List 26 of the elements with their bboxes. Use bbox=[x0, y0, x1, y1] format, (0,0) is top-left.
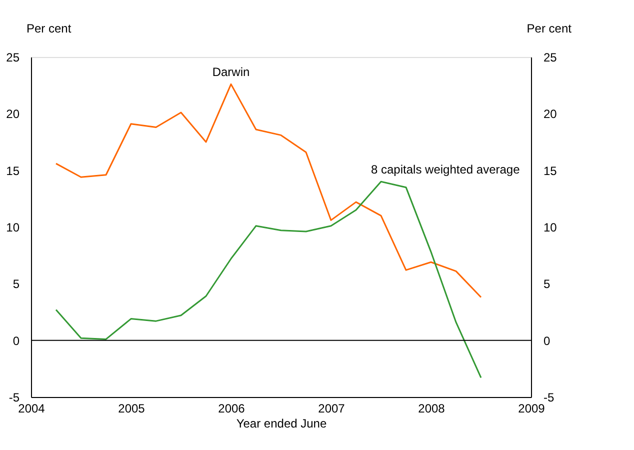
y-tick-label: 10 bbox=[6, 220, 20, 234]
y-tick-label: 5 bbox=[12, 277, 20, 292]
x-tick-label: 2006 bbox=[218, 402, 246, 416]
x-axis-title: Year ended June bbox=[236, 416, 327, 430]
y-tick-label: 15 bbox=[6, 164, 20, 178]
x-tick-label: 2007 bbox=[318, 402, 346, 416]
y-tick-label: 25 bbox=[6, 50, 20, 64]
y2-axis-title: Per cent bbox=[526, 22, 572, 36]
y2-tick-label: -5 bbox=[544, 390, 554, 404]
y-tick-label: 20 bbox=[6, 107, 20, 122]
series-label: 8 capitals weighted average bbox=[371, 162, 520, 177]
x-tick-label: 2009 bbox=[518, 402, 546, 416]
x-tick-label: 2005 bbox=[118, 402, 146, 416]
y-tick-label: -5 bbox=[8, 390, 20, 404]
y2-tick-label: 0 bbox=[544, 334, 550, 348]
y2-tick-label: 25 bbox=[544, 50, 558, 64]
series-label: Darwin bbox=[212, 65, 250, 80]
y-axis-title: Per cent bbox=[26, 22, 72, 36]
y2-tick-label: 20 bbox=[544, 107, 558, 122]
y2-tick-label: 10 bbox=[544, 220, 558, 234]
y-tick-label: 0 bbox=[12, 334, 20, 348]
y2-tick-label: 15 bbox=[544, 164, 558, 178]
x-tick-label: 2008 bbox=[418, 402, 446, 416]
x-tick-label: 2004 bbox=[18, 402, 46, 416]
line-series bbox=[55, 180, 482, 378]
y2-tick-label: 5 bbox=[544, 277, 550, 292]
